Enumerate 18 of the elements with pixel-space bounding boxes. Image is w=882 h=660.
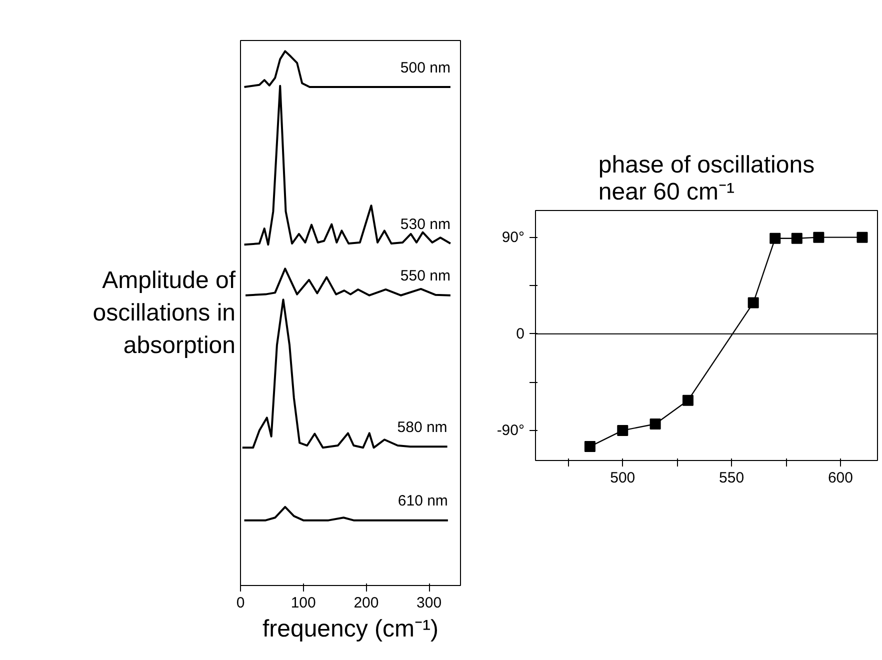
series-label: 580 nm bbox=[397, 418, 448, 436]
x-tick-label: 550 bbox=[719, 470, 744, 486]
x-tick-label: 600 bbox=[828, 470, 853, 486]
y-tick-label: 0 bbox=[516, 325, 524, 342]
x-tick-label: 200 bbox=[354, 594, 379, 612]
x-tick-label: 0 bbox=[236, 594, 245, 612]
series-label: 550 nm bbox=[400, 268, 450, 285]
x-tick-label: 500 bbox=[610, 470, 636, 486]
x-tick-label: 100 bbox=[290, 594, 316, 612]
series-label: 530 nm bbox=[400, 216, 450, 233]
chart-title: phase of oscillations near 60 cm⁻¹ bbox=[598, 152, 815, 206]
x-tick-label: 300 bbox=[416, 594, 442, 612]
y-tick-label: 90° bbox=[502, 228, 525, 246]
y-tick-label: -90° bbox=[496, 422, 525, 439]
series-label: 610 nm bbox=[398, 492, 448, 510]
series-label: 500 nm bbox=[400, 59, 450, 76]
x-axis-title: frequency (cm⁻¹) bbox=[262, 616, 439, 642]
y-axis-title: Amplitude of oscillations in absorption bbox=[92, 267, 236, 359]
